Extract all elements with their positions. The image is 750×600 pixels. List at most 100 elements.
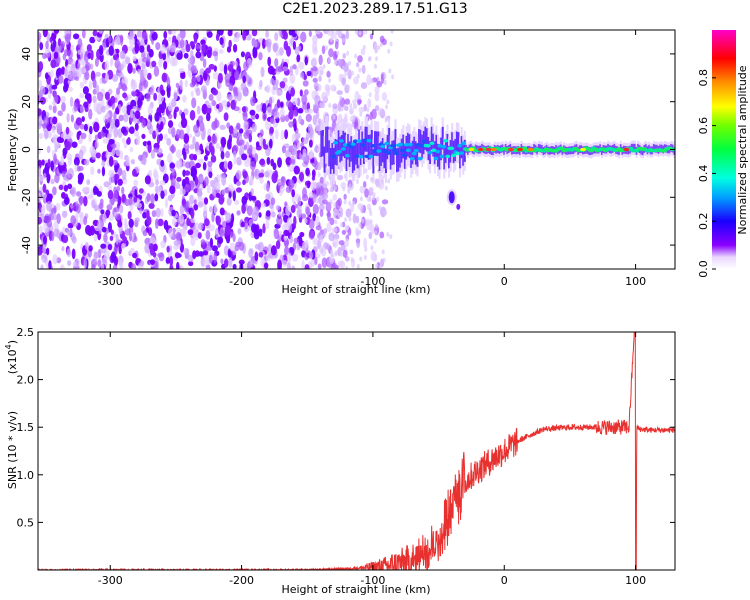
spectrogram-noise-cell bbox=[325, 85, 331, 97]
spectrogram-noise-cell bbox=[238, 128, 244, 134]
spectrogram-noise-cell bbox=[328, 77, 332, 83]
spectrogram-noise-cell bbox=[374, 86, 380, 94]
spectrogram-noise-cell bbox=[310, 258, 316, 268]
signal-band bbox=[634, 143, 637, 152]
signal-band bbox=[370, 130, 373, 155]
spectrogram-noise-cell bbox=[63, 48, 69, 57]
spectrogram-noise-cell bbox=[246, 205, 253, 216]
spectrogram-y-tick-label: -40 bbox=[20, 236, 33, 254]
spectrogram-noise-cell bbox=[284, 114, 290, 123]
spectrogram-noise-cell bbox=[174, 181, 180, 190]
spectrogram-noise-cell bbox=[185, 148, 190, 155]
spectrogram-noise-cell bbox=[293, 215, 297, 227]
spectrogram-x-axis-label: Height of straight line (km) bbox=[281, 283, 430, 296]
spectrogram-noise-cell bbox=[50, 59, 57, 69]
spectrogram-noise-cell bbox=[233, 155, 237, 165]
spectrogram-noise-cell bbox=[38, 216, 42, 225]
spectrogram-noise-cell bbox=[283, 246, 290, 256]
spectrogram-noise-cell bbox=[345, 208, 352, 218]
signal-band bbox=[372, 148, 375, 174]
signal-band bbox=[641, 147, 644, 156]
spectrogram-noise-cell bbox=[52, 186, 57, 196]
spectrogram-noise-cell bbox=[151, 210, 157, 218]
spectrogram-noise-cell bbox=[181, 179, 186, 188]
spectrogram-noise-cell bbox=[240, 51, 245, 58]
spectrogram-noise-cell bbox=[88, 133, 92, 143]
spectrogram-noise-cell bbox=[70, 215, 76, 226]
signal-band bbox=[345, 145, 348, 171]
spectrogram-noise-cell bbox=[337, 213, 341, 219]
spectrogram-noise-cell bbox=[124, 56, 131, 65]
spectrogram-noise-cell bbox=[282, 66, 288, 72]
spectrogram-noise-cell bbox=[139, 260, 145, 267]
spectrogram-noise-cell bbox=[358, 94, 362, 100]
spectrogram-noise-cell bbox=[355, 179, 359, 185]
spectrogram-noise-cell bbox=[267, 41, 272, 53]
spectrogram-noise-cell bbox=[302, 241, 307, 251]
signal-core bbox=[443, 138, 449, 143]
spectrogram-noise-cell bbox=[93, 233, 98, 242]
spectrogram-noise-cell bbox=[112, 159, 118, 166]
spectrogram-noise-cell bbox=[179, 38, 185, 49]
spectrogram-noise-cell bbox=[360, 82, 368, 90]
spectrogram-noise-cell bbox=[238, 259, 245, 265]
spectrogram-noise-cell bbox=[214, 117, 218, 128]
spectrogram-noise-cell bbox=[103, 233, 108, 243]
spectrogram-noise-cell bbox=[221, 99, 228, 107]
spectrogram-noise-cell bbox=[302, 148, 307, 158]
spectrogram-noise-cell bbox=[374, 91, 380, 102]
spectrogram-noise-cell bbox=[223, 159, 228, 170]
spectrogram-noise-cell bbox=[227, 30, 233, 37]
spectrogram-noise-cell bbox=[236, 156, 242, 166]
spectrogram-noise-cell bbox=[375, 56, 379, 62]
spectrogram-noise-cell bbox=[67, 260, 72, 266]
spectrogram-noise-cell bbox=[110, 251, 116, 262]
spectrogram-noise-cell bbox=[277, 65, 284, 73]
spectrogram-noise-cell bbox=[265, 119, 272, 131]
signal-band bbox=[443, 146, 446, 170]
spectrogram-noise-cell bbox=[254, 251, 259, 262]
spectrogram-noise-cell bbox=[334, 219, 338, 225]
spectrogram-noise-cell bbox=[44, 213, 51, 224]
spectrogram-noise-cell bbox=[166, 138, 172, 146]
spectrogram-noise-cell bbox=[192, 136, 196, 146]
spectrogram-noise-cell bbox=[219, 61, 225, 72]
spectrogram-noise-cell bbox=[275, 240, 281, 250]
spectrogram-noise-cell bbox=[259, 80, 263, 88]
spectrogram-noise-cell bbox=[280, 129, 285, 141]
spectrogram-noise-cell bbox=[332, 103, 338, 110]
spectrogram-noise-cell bbox=[179, 188, 186, 196]
spectrogram-noise-cell bbox=[207, 160, 213, 168]
spectrogram-noise-cell bbox=[175, 82, 180, 88]
spectrogram-noise-cell bbox=[262, 111, 267, 122]
spectrogram-noise-cell bbox=[297, 196, 302, 207]
spectrogram-noise-cell bbox=[77, 62, 81, 69]
spectrogram-noise-cell bbox=[121, 105, 128, 114]
spectrogram-noise-cell bbox=[316, 162, 322, 171]
signal-peak bbox=[468, 147, 475, 152]
secondary-blob bbox=[448, 191, 455, 204]
spectrogram-noise-cell bbox=[190, 50, 194, 58]
spectrogram-noise-cell bbox=[234, 244, 240, 252]
snr-y-tick-label: 2.0 bbox=[17, 374, 35, 387]
spectrogram-noise-cell bbox=[208, 224, 215, 232]
spectrogram-noise-cell bbox=[194, 250, 200, 257]
spectrogram-noise-cell bbox=[305, 167, 310, 177]
spectrogram-noise-cell bbox=[305, 132, 310, 141]
spectrogram-noise-cell bbox=[55, 43, 62, 54]
spectrogram-noise-cell bbox=[246, 76, 253, 88]
spectrogram-noise-cell bbox=[315, 215, 320, 227]
spectrogram-noise-cell bbox=[155, 185, 159, 194]
spectrogram-noise-cell bbox=[187, 229, 194, 236]
spectrogram-noise-cell bbox=[152, 130, 157, 140]
spectrogram-noise-cell bbox=[187, 254, 194, 263]
signal-band bbox=[438, 146, 441, 170]
signal-core bbox=[340, 147, 346, 151]
spectrogram-noise-cell bbox=[374, 48, 378, 54]
spectrogram-noise-cell bbox=[279, 101, 284, 108]
spectrogram-noise-cell bbox=[232, 144, 239, 153]
spectrogram-noise-cell bbox=[47, 161, 52, 167]
spectrogram-noise-cell bbox=[262, 138, 266, 147]
spectrogram-noise-cell bbox=[378, 265, 382, 269]
signal-band bbox=[432, 133, 435, 157]
